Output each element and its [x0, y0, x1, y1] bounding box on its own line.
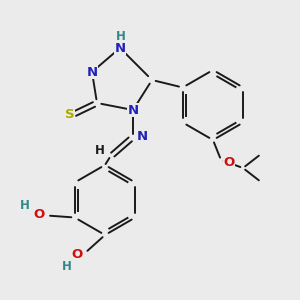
Text: N: N	[136, 130, 148, 143]
Text: O: O	[224, 155, 235, 169]
Text: O: O	[71, 248, 82, 262]
Text: N: N	[128, 103, 139, 116]
Text: N: N	[86, 65, 98, 79]
Text: H: H	[95, 143, 105, 157]
Text: S: S	[65, 109, 75, 122]
Text: H: H	[20, 199, 30, 212]
Text: H: H	[116, 29, 126, 43]
Text: H: H	[62, 260, 72, 274]
Text: O: O	[33, 208, 44, 221]
Text: N: N	[114, 41, 126, 55]
